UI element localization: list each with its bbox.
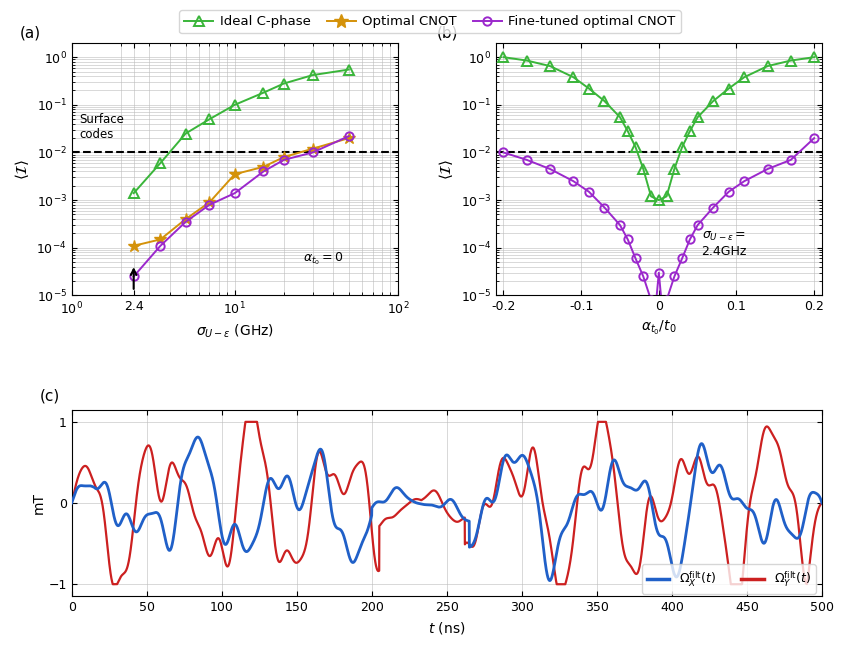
X-axis label: $\sigma_{U-\epsilon}$ (GHz): $\sigma_{U-\epsilon}$ (GHz) (196, 322, 274, 340)
Text: Surface
codes: Surface codes (80, 113, 125, 140)
Y-axis label: mT: mT (32, 492, 46, 514)
Text: $\sigma_{U-\epsilon} =$
2.4GHz: $\sigma_{U-\epsilon} =$ 2.4GHz (701, 230, 747, 258)
Legend: Ideal C-phase, Optimal CNOT, Fine-tuned optimal CNOT: Ideal C-phase, Optimal CNOT, Fine-tuned … (179, 10, 681, 34)
Y-axis label: $\langle \mathcal{I} \rangle$: $\langle \mathcal{I} \rangle$ (13, 158, 31, 180)
Text: $\alpha_{t_0} = 0$: $\alpha_{t_0} = 0$ (303, 250, 344, 267)
X-axis label: $t$ (ns): $t$ (ns) (428, 620, 465, 636)
Legend: $\Omega_X^{\rm filt}(t)$, $\Omega_Y^{\rm filt}(t)$: $\Omega_X^{\rm filt}(t)$, $\Omega_Y^{\rm… (642, 565, 816, 594)
Text: (b): (b) (437, 26, 459, 41)
Y-axis label: $\langle \mathcal{I} \rangle$: $\langle \mathcal{I} \rangle$ (437, 158, 455, 180)
X-axis label: $\alpha_{t_0}/t_0$: $\alpha_{t_0}/t_0$ (641, 319, 677, 337)
Text: (a): (a) (19, 26, 40, 41)
Text: (c): (c) (40, 388, 61, 403)
